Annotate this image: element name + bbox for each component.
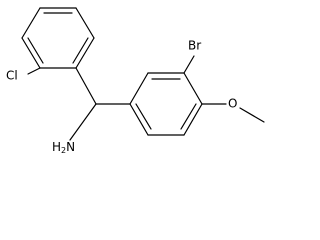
atom-label-part: H <box>52 140 61 154</box>
page: Cl Br O H2N (() => { const data = JSON.p… <box>6 7 265 154</box>
atom-label-subscript: 2 <box>61 146 66 154</box>
atom-label: Cl <box>6 69 18 83</box>
atom-label-part: N <box>66 140 75 154</box>
bonds <box>21 7 265 141</box>
atom-label: O <box>228 97 237 111</box>
atom-label: Br <box>188 39 201 53</box>
atom-label: H2N <box>52 140 75 154</box>
structure-diagram: Cl Br O H2N <box>6 7 265 154</box>
